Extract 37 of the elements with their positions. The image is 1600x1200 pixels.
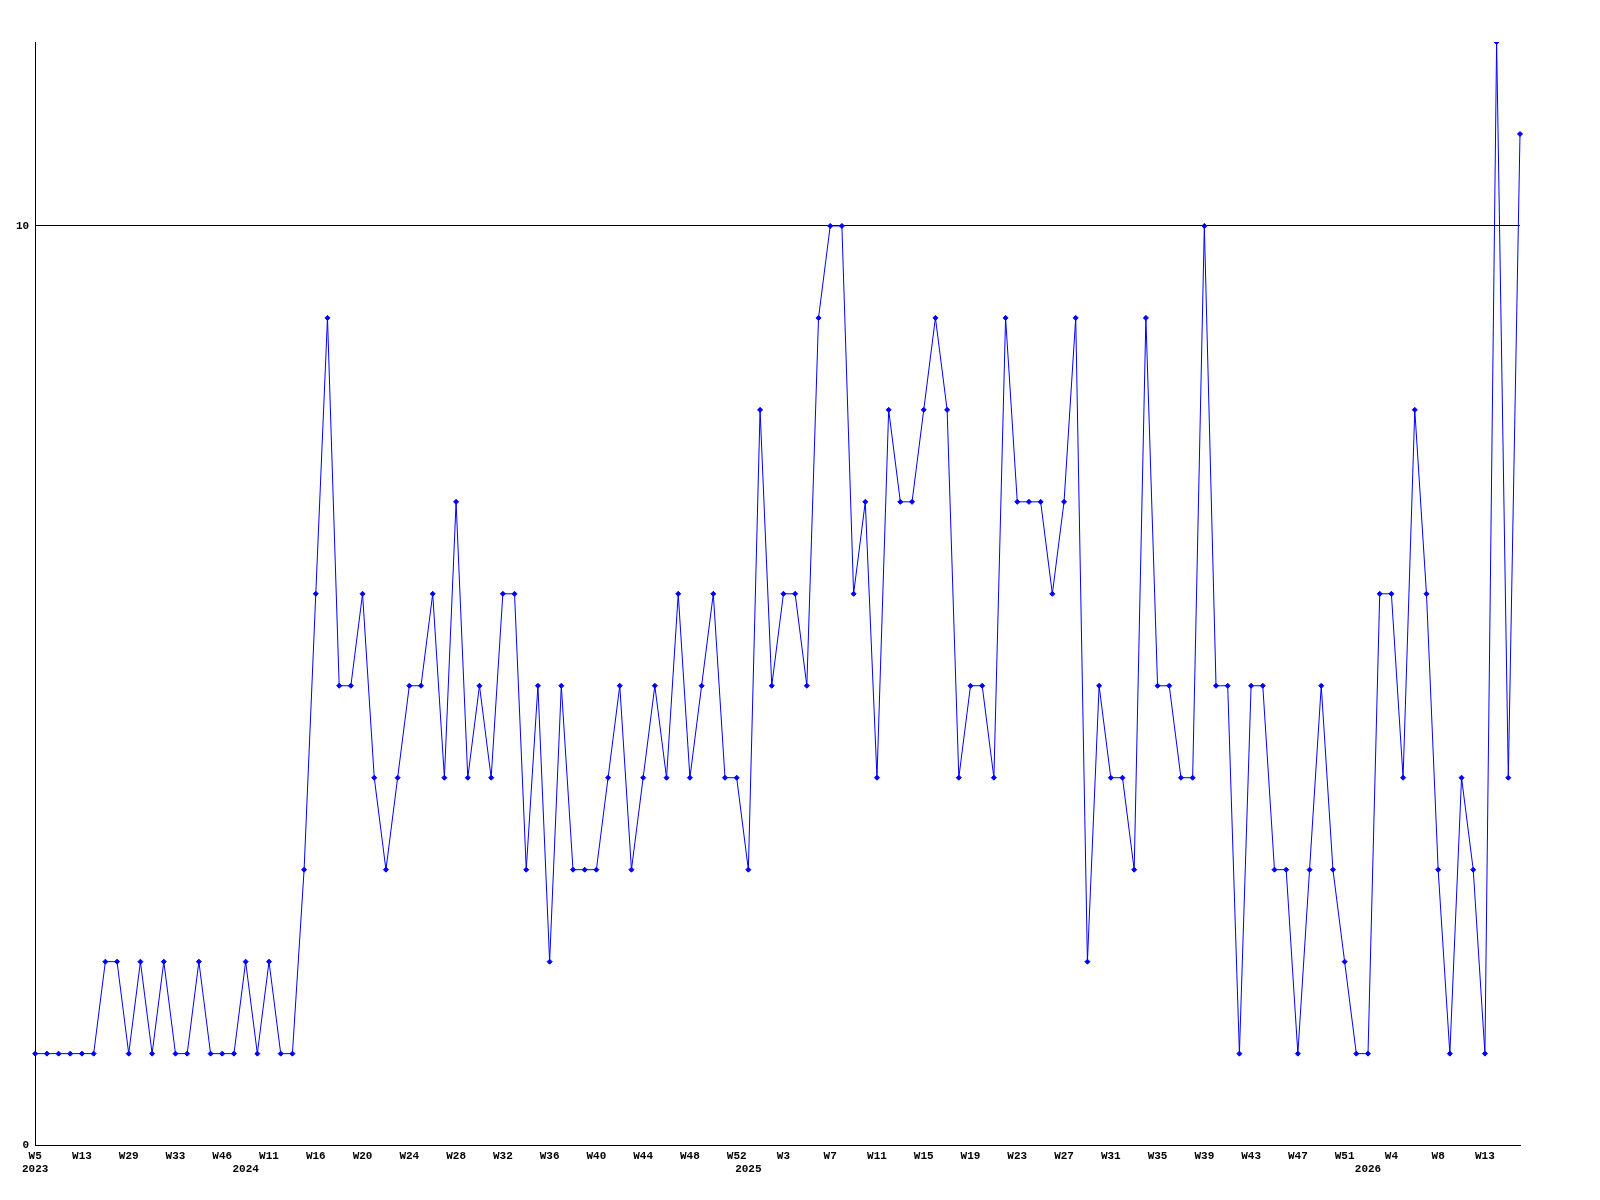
x-tick-label: W31 xyxy=(1100,1149,1122,1162)
x-tick-label: W27 xyxy=(1054,1149,1074,1162)
x-tick-label: W4 xyxy=(1384,1149,1399,1162)
x-tick-label: W19 xyxy=(960,1149,981,1162)
x-tick-label: W23 xyxy=(1007,1149,1028,1162)
x-tick-label: W51 xyxy=(1334,1149,1355,1162)
x-tick-label: 2025 xyxy=(735,1163,762,1176)
x-tick-label: W24 xyxy=(399,1149,420,1162)
x-tick-label: W46 xyxy=(212,1149,233,1162)
x-tick-label: W43 xyxy=(1241,1149,1262,1162)
x-tick-label: W5 2023 xyxy=(22,1149,49,1176)
x-tick-label: 2024 xyxy=(232,1163,260,1176)
x-tick-label: W32 xyxy=(492,1149,513,1162)
x-tick-label: W11 xyxy=(259,1149,280,1162)
x-tick-label: W52 xyxy=(726,1149,747,1162)
y-tick-label: 10 xyxy=(16,219,30,232)
x-tick-label: W20 xyxy=(352,1149,373,1162)
x-tick-label: W11 xyxy=(867,1149,888,1162)
x-tick-label: W36 xyxy=(539,1149,560,1162)
x-tick-label: W47 xyxy=(1287,1149,1308,1162)
x-tick-label: W48 xyxy=(680,1149,701,1162)
x-tick-label: W28 xyxy=(446,1149,467,1162)
x-tick-label: W7 xyxy=(823,1149,837,1162)
x-tick-label: W15 xyxy=(913,1149,935,1162)
x-tick-label: W8 xyxy=(1431,1149,1446,1162)
x-tick-label: W13 xyxy=(1475,1149,1496,1162)
x-tick-label: W3 xyxy=(776,1149,791,1162)
x-tick-label: 2026 xyxy=(1354,1163,1382,1176)
x-tick-label: W35 xyxy=(1147,1149,1168,1162)
x-tick-label: W39 xyxy=(1194,1149,1215,1162)
x-tick-label: W44 xyxy=(633,1149,654,1162)
x-tick-label: W16 xyxy=(305,1149,326,1162)
y-tick-label: 0 xyxy=(22,1139,30,1152)
x-tick-label: W29 xyxy=(118,1149,139,1162)
x-tick-label: W40 xyxy=(586,1149,607,1162)
x-tick-label: W13 xyxy=(72,1149,93,1162)
x-tick-label: W33 xyxy=(165,1149,186,1162)
